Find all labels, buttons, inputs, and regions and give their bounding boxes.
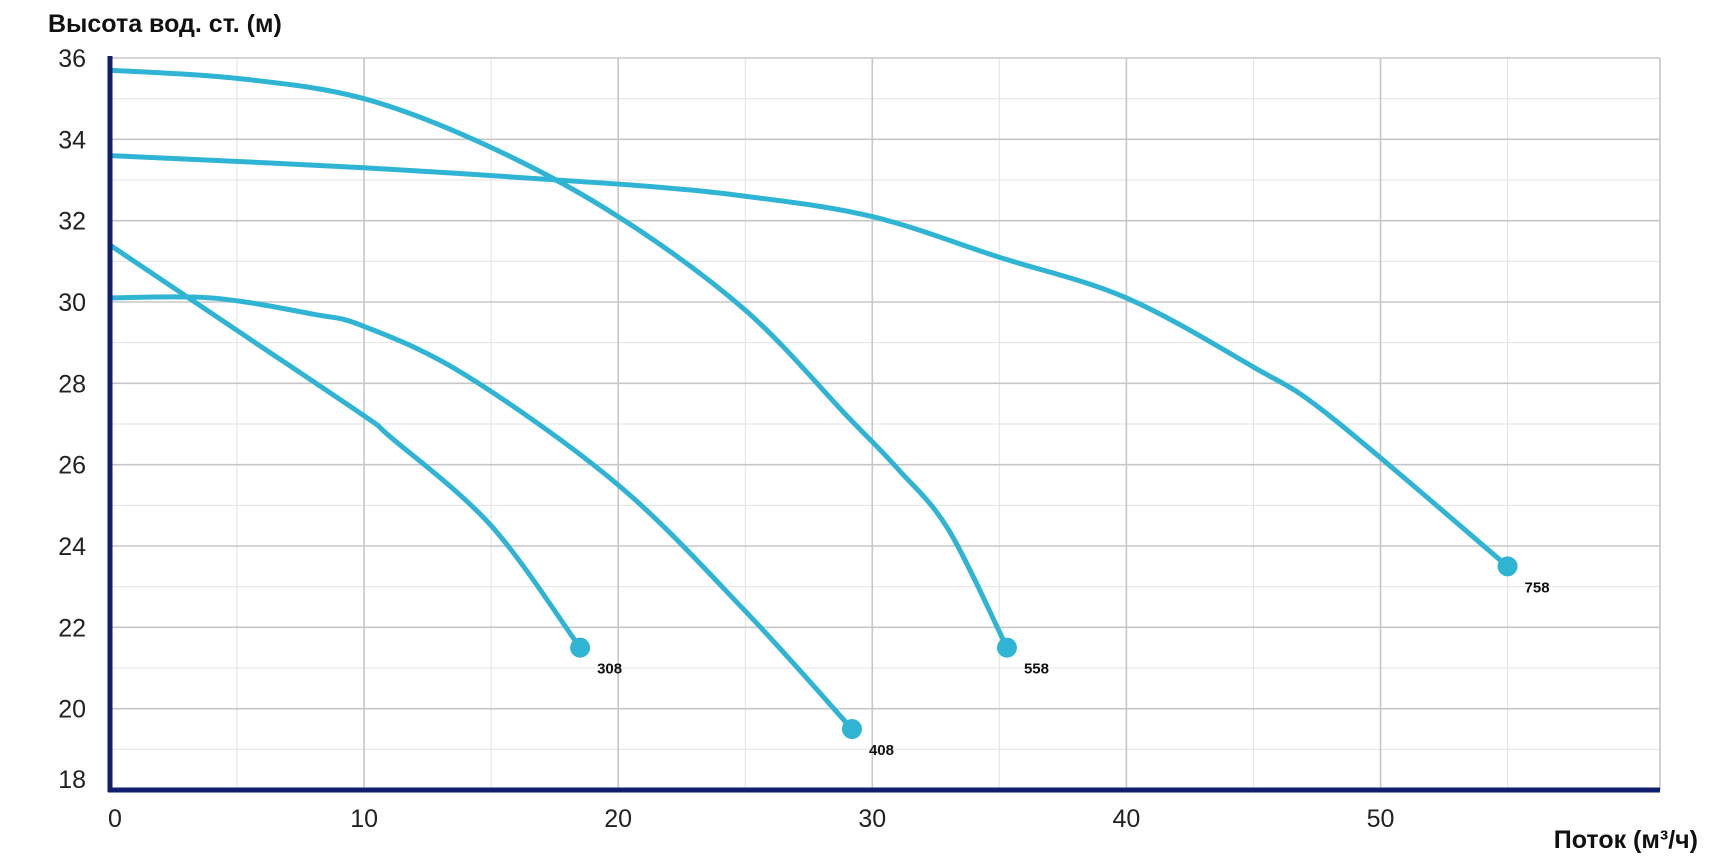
x-tick-label: 20: [604, 805, 632, 833]
curve-308: [107, 242, 583, 651]
y-tick-label: 32: [58, 208, 86, 236]
minor-grid: [110, 58, 1660, 790]
axes: [107, 56, 1660, 793]
curve-label-408: 408: [869, 742, 894, 759]
curve-408: [107, 294, 855, 732]
x-tick-label: 50: [1367, 805, 1395, 833]
y-tick-label: 36: [58, 45, 86, 73]
y-tick-label: 22: [58, 614, 86, 642]
curve-558: [107, 67, 1010, 651]
curve-end-point-408: [841, 719, 862, 739]
y-tick-label: 26: [58, 452, 86, 480]
tick-labels: 0 10 20 30 40 50 18 20 22 24 26 28 30 32 34 36: [58, 45, 1394, 833]
pump-curves: 308 408 558 758: [107, 67, 1550, 759]
y-tick-label: 28: [58, 370, 86, 398]
x-tick-label: 0: [108, 805, 122, 833]
curve-end-point-558: [996, 637, 1017, 658]
curve-label-558: 558: [1024, 661, 1049, 678]
x-tick-label: 40: [1112, 805, 1140, 833]
y-tick-label: 18: [58, 766, 86, 794]
y-axis-title: Высота вод. ст. (м): [48, 10, 282, 38]
x-tick-label: 10: [350, 805, 378, 833]
y-tick-label: 24: [58, 533, 86, 561]
x-tick-label: 30: [858, 805, 886, 833]
x-axis-title: Поток (м³/ч): [1554, 826, 1698, 854]
y-tick-label: 30: [58, 289, 86, 317]
curve-label-758: 758: [1525, 579, 1550, 596]
curve-label-308: 308: [597, 661, 622, 678]
y-tick-label: 20: [58, 696, 86, 724]
major-grid: [110, 57, 1661, 790]
curve-end-point-308: [570, 637, 591, 658]
y-tick-label: 34: [58, 126, 86, 154]
curve-758: [107, 153, 1511, 569]
curve-end-point-758: [1497, 556, 1518, 577]
